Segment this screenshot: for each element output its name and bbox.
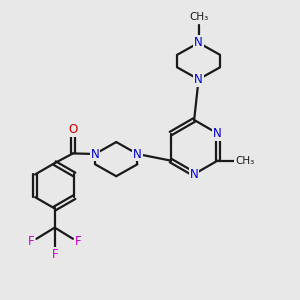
Text: N: N [133, 148, 142, 160]
Text: F: F [51, 248, 58, 261]
Text: N: N [194, 73, 203, 86]
Text: CH₃: CH₃ [235, 156, 254, 166]
Text: F: F [75, 235, 82, 248]
Text: N: N [213, 127, 222, 140]
Text: CH₃: CH₃ [189, 12, 208, 22]
Text: O: O [68, 123, 78, 136]
Text: F: F [28, 235, 34, 248]
Text: N: N [194, 36, 203, 49]
Text: N: N [91, 148, 99, 160]
Text: N: N [190, 168, 199, 181]
